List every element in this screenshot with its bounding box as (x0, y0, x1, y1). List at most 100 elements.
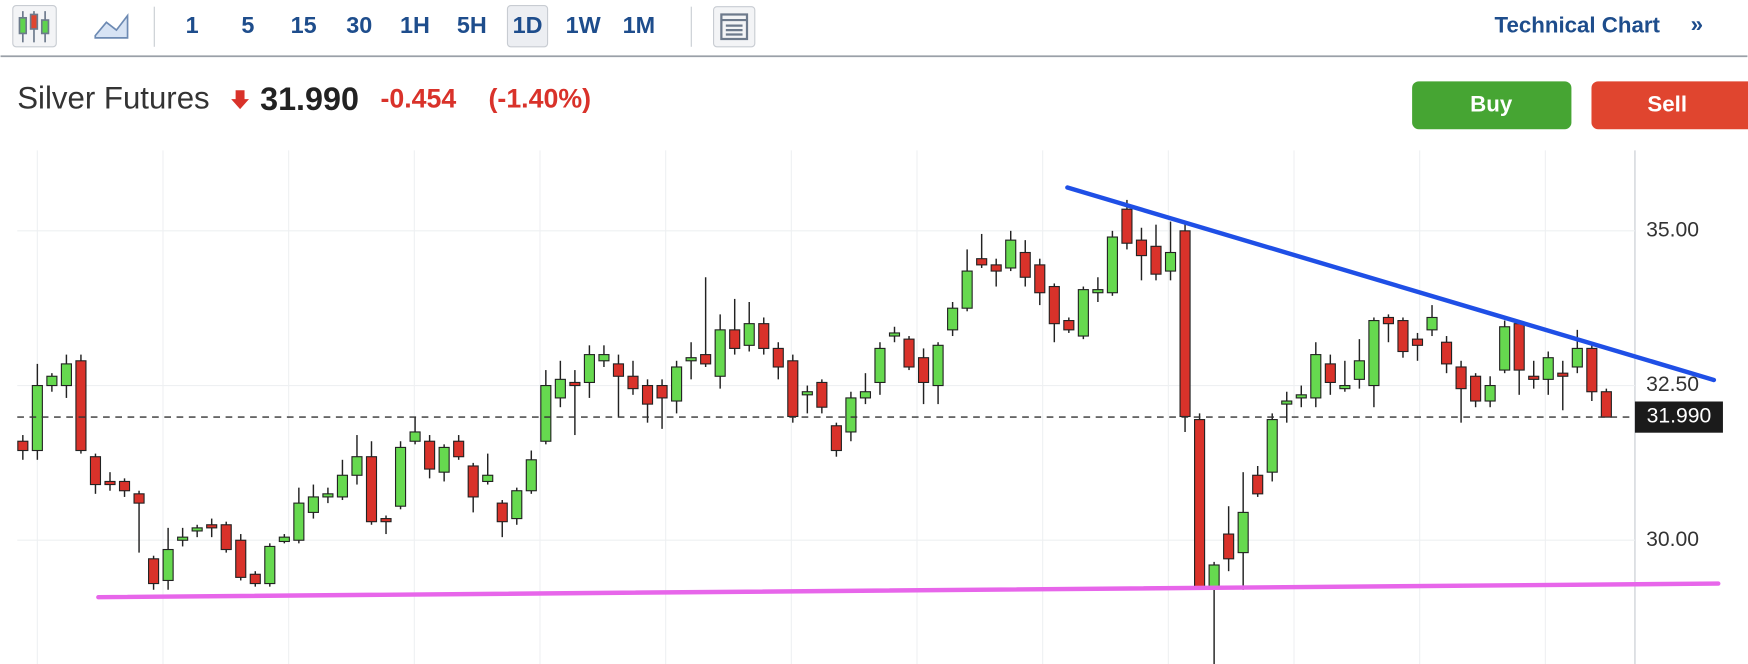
candle-body (1426, 316, 1438, 331)
candle-body (351, 456, 363, 476)
candle-body (220, 524, 232, 551)
interval-button[interactable]: 1H (400, 12, 430, 38)
candle-body (903, 338, 915, 368)
y-tick-label: 30.00 (1646, 528, 1699, 551)
sell-button[interactable] (1591, 81, 1748, 130)
candle-body (830, 425, 842, 452)
price-change-percent: (-1.40%) (489, 83, 591, 113)
candle-body (1542, 357, 1554, 380)
candle-body (1281, 400, 1293, 405)
candle-body (75, 360, 87, 452)
candle-body (264, 545, 276, 585)
candle-body (235, 539, 247, 578)
candle-body (89, 456, 102, 486)
candle-body (249, 573, 261, 585)
candle-body (1600, 391, 1612, 418)
candle-body (1135, 239, 1148, 257)
candle-body (1063, 320, 1075, 331)
candle-body (162, 548, 174, 582)
candle-body (990, 264, 1002, 272)
candle-body (1513, 323, 1525, 371)
interval-button[interactable]: 15 (291, 12, 317, 38)
candle-body (1019, 251, 1031, 278)
candle-body (177, 536, 189, 541)
candle-body (1484, 384, 1496, 402)
sell-label[interactable]: Sell (1647, 92, 1687, 117)
candle-body (685, 357, 697, 362)
candle-body (801, 391, 813, 396)
candle-body (1557, 372, 1569, 377)
candle-body (1411, 338, 1424, 346)
candle-body (1353, 360, 1365, 380)
candle-body (1034, 264, 1046, 294)
candle-body (859, 391, 872, 399)
candle-body (1528, 375, 1540, 380)
interval-button[interactable]: 5H (457, 12, 487, 38)
trendline (1065, 185, 1717, 383)
interval-button[interactable]: 1M (623, 12, 655, 38)
candle-body (60, 363, 72, 387)
candle-body (1194, 419, 1206, 588)
candle-body (1223, 533, 1235, 560)
candle-body (671, 366, 683, 402)
candle-body (1397, 320, 1409, 353)
chart: 30.00 32.50 35.00 31.990 (17, 150, 1723, 664)
candles-glyph (18, 11, 50, 43)
candle-body (714, 329, 726, 377)
candle-body (612, 363, 625, 377)
candle-body (1499, 326, 1511, 371)
candle-body (598, 354, 610, 362)
candle-body (1571, 347, 1583, 368)
candle-body (874, 347, 886, 384)
candle-body (336, 474, 349, 498)
candle-body (1048, 285, 1060, 325)
interval-button[interactable]: 1D (513, 12, 543, 38)
candle-body (1455, 366, 1467, 390)
interval-button[interactable]: 30 (346, 12, 372, 38)
candle-body (627, 375, 639, 390)
candle-body (1586, 347, 1598, 393)
candle-body (278, 536, 290, 543)
buy-label[interactable]: Buy (1470, 92, 1513, 117)
candle-body (322, 493, 334, 498)
technical-chart-link[interactable]: Technical Chart (1495, 13, 1661, 38)
y-tick-label: 32.50 (1646, 373, 1699, 396)
interval-button[interactable]: 1 (186, 12, 199, 38)
price-change: -0.454 (380, 83, 456, 113)
buy-button[interactable] (1412, 81, 1572, 130)
candle-body (961, 270, 973, 309)
candle-body (1324, 363, 1336, 384)
link-chevron[interactable]: » (1691, 12, 1703, 37)
candle-body (540, 384, 552, 442)
candle-body (1208, 564, 1220, 588)
trendline (96, 581, 1721, 600)
candle-body (46, 375, 58, 387)
candle-body (583, 354, 595, 384)
candle-body (394, 446, 407, 507)
candle-body (1077, 289, 1089, 337)
interval-button[interactable]: 1W (566, 12, 602, 38)
candle-body (700, 354, 712, 365)
candle-body (1252, 474, 1264, 495)
down-arrow (231, 90, 249, 110)
candle-body (1470, 375, 1482, 402)
candle-body (1092, 289, 1104, 294)
line-icon[interactable] (94, 13, 129, 39)
interval-button[interactable]: 5 (241, 12, 254, 38)
candle-body (1237, 511, 1249, 554)
candle-body (307, 496, 319, 513)
candle-body (787, 360, 799, 418)
candle-body (743, 323, 755, 346)
candle-body (1266, 419, 1278, 473)
toolbar: 1 5 15 30 1H 5H 1D 1W 1M Technical Chart » (0, 5, 1748, 58)
candle-body (845, 397, 857, 433)
candle-body (525, 459, 537, 492)
candle-body (1339, 384, 1351, 390)
candle-body (511, 490, 523, 520)
candle-body (917, 357, 930, 384)
active-interval-bg[interactable] (506, 5, 549, 48)
candle-body (482, 474, 494, 483)
candle-body (888, 332, 901, 337)
candle-body (380, 518, 392, 523)
